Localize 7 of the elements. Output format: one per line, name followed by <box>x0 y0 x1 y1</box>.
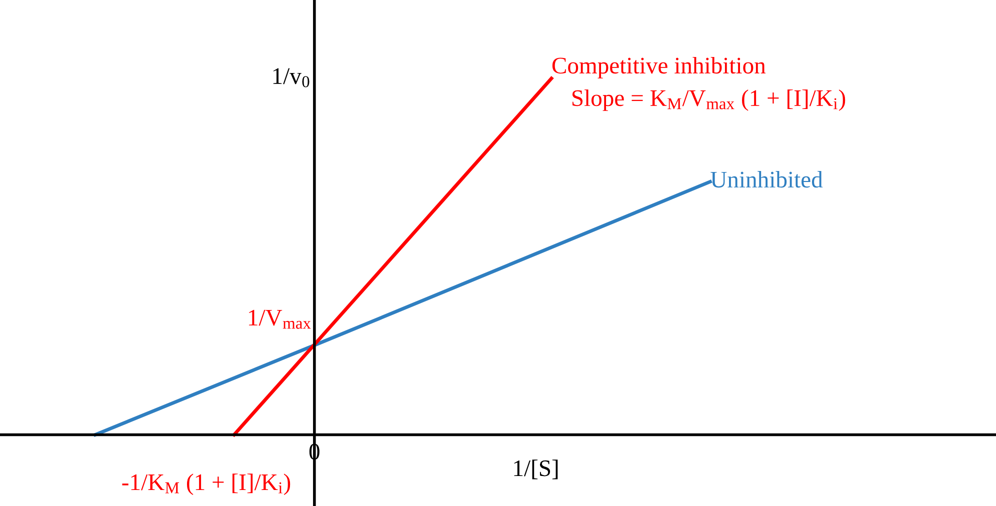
y-axis-title: 1/v$_{0}$ <box>273 68 310 88</box>
series-label: Competitive inhibition <box>552 56 766 78</box>
text: -1/K$_{M}$ (1 + [I]/K$_{i}$) <box>122 474 290 496</box>
series-label: Uninhibited <box>710 171 823 188</box>
x-axis-title: 1/[S] <box>514 460 558 480</box>
annotation: 1/V$_{max}$ <box>249 310 311 329</box>
annotation: Slope = K$_{M}$/V$_{max}$ (1 + [I]/K$_{i}$) <box>572 90 846 111</box>
